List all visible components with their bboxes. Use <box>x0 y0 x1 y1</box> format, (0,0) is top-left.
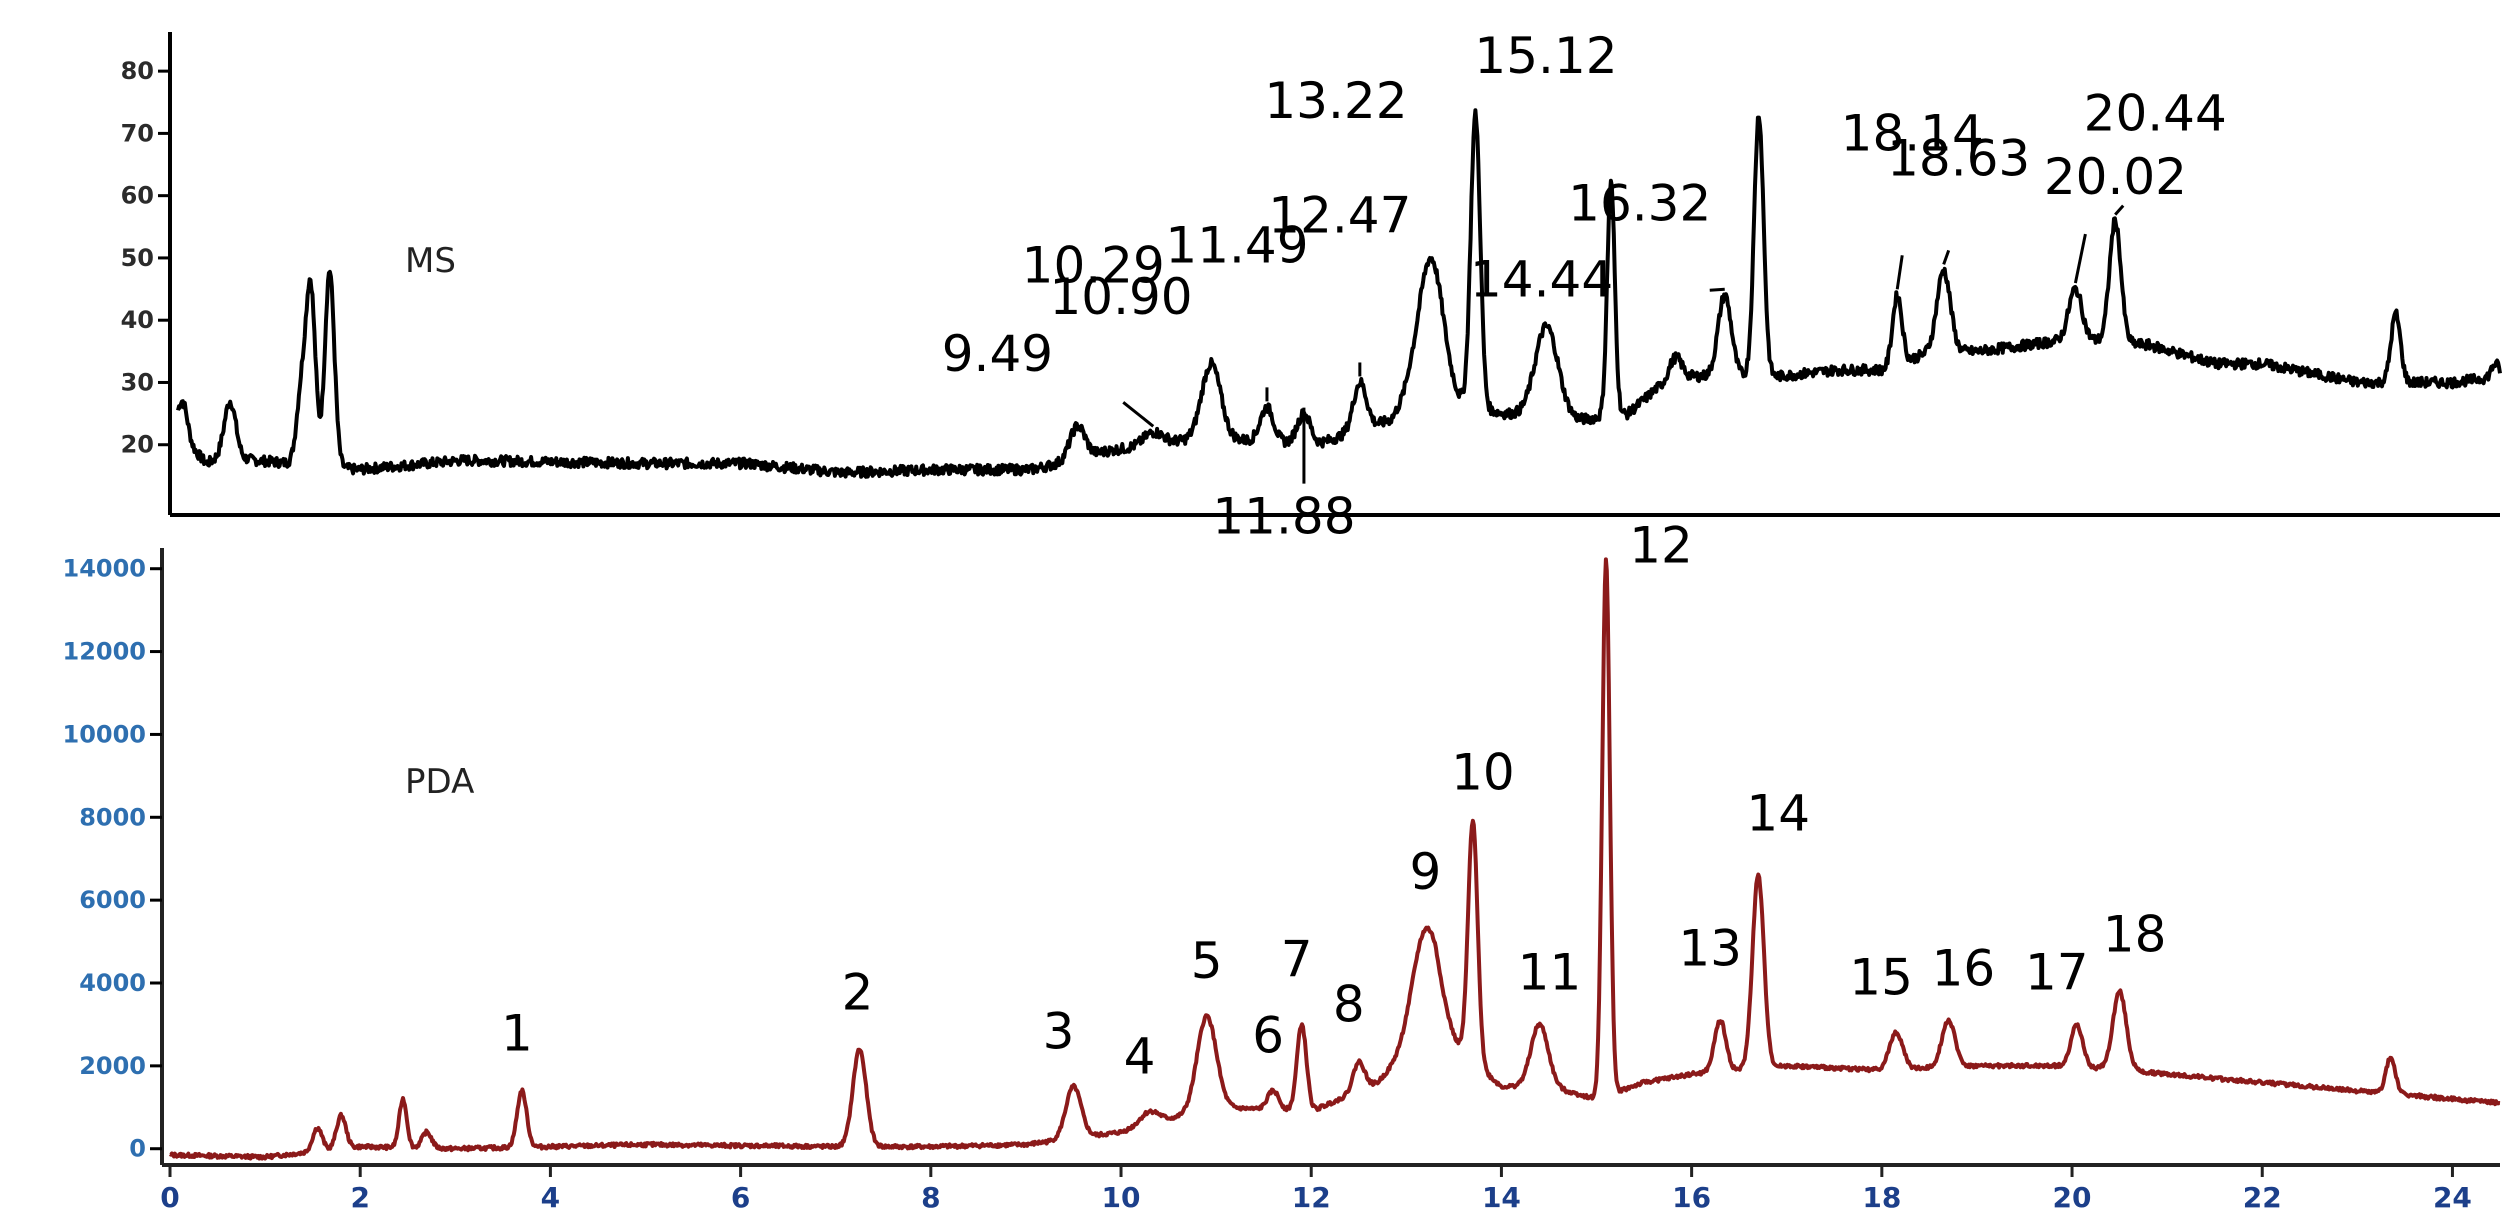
pda-ytick-label: 10000 <box>63 720 147 748</box>
ms-peak-label: 15.12 <box>1474 27 1617 85</box>
pda-peak-label: 9 <box>1409 843 1441 901</box>
ms-leader-line <box>1942 249 1951 265</box>
pda-peak-label: 17 <box>2025 943 2089 1001</box>
pda-xtick-label: 2 <box>350 1181 369 1214</box>
pda-xtick-label: 16 <box>1672 1181 1711 1214</box>
pda-ytick-label: 8000 <box>79 803 146 831</box>
pda-ytick-label: 14000 <box>63 555 147 583</box>
pda-peak-label: 2 <box>842 963 874 1021</box>
pda-peak-label: 3 <box>1043 1003 1075 1061</box>
pda-xtick-label: 6 <box>731 1181 750 1214</box>
ms-ytick-label: 50 <box>121 244 154 272</box>
pda-peak-label: 1 <box>501 1005 533 1063</box>
ms-peak-label: 12.47 <box>1268 186 1411 244</box>
pda-xtick-label: 24 <box>2433 1181 2472 1214</box>
pda-peak-label: 5 <box>1191 932 1223 990</box>
pda-series-line <box>168 557 2501 1161</box>
ms-ytick-label: 40 <box>121 306 154 334</box>
pda-peak-label: 4 <box>1124 1027 1156 1085</box>
pda-ytick-label: 0 <box>129 1135 146 1163</box>
pda-xtick-label: 22 <box>2243 1181 2282 1214</box>
pda-ytick-label: 12000 <box>63 638 147 666</box>
pda-peak-label: 16 <box>1932 939 1996 997</box>
pda-peak-label: 12 <box>1629 516 1693 574</box>
pda-xtick-label: 18 <box>1862 1181 1901 1214</box>
pda-peak-label: 11 <box>1518 943 1582 1001</box>
pda-xtick-label: 10 <box>1102 1181 1141 1214</box>
pda-ytick-label: 4000 <box>79 969 146 997</box>
ms-panel-label: MS <box>405 241 456 281</box>
pda-peak-label: 13 <box>1678 919 1742 977</box>
ms-peak-label: 14.44 <box>1470 250 1613 308</box>
pda-peak-label: 15 <box>1849 949 1913 1007</box>
pda-peak-label: 6 <box>1252 1007 1284 1065</box>
pda-ytick-label: 6000 <box>79 886 146 914</box>
ms-ytick-label: 30 <box>121 368 154 396</box>
pda-xtick-label: 12 <box>1292 1181 1331 1214</box>
ms-peak-label: 18.14 <box>1841 104 1984 162</box>
ms-peak-label: 20.02 <box>2044 148 2187 206</box>
pda-panel-label: PDA <box>405 762 474 802</box>
ms-ytick-label: 20 <box>121 431 154 459</box>
ms-peak-label: 18.63 <box>1887 129 2030 187</box>
pda-xtick-label: 0 <box>160 1181 179 1214</box>
ms-peak-label: 20.44 <box>2084 85 2227 143</box>
ms-series-line <box>176 108 2502 479</box>
ms-leader-line <box>2073 233 2087 284</box>
ms-leader-line <box>2114 204 2125 216</box>
ms-leader-line <box>1895 255 1904 290</box>
ms-peak-label: 11.49 <box>1165 216 1308 274</box>
ms-leader-line <box>1122 401 1155 428</box>
pda-xtick-label: 20 <box>2053 1181 2092 1214</box>
ms-leader-line <box>1709 287 1725 292</box>
pda-xtick-label: 8 <box>921 1181 940 1214</box>
ms-peak-label: 16.32 <box>1568 174 1711 232</box>
ms-peak-label: 13.22 <box>1264 72 1407 130</box>
pda-peak-label: 10 <box>1451 743 1515 801</box>
ms-peak-label: 9.49 <box>942 325 1053 383</box>
pda-xtick-label: 14 <box>1482 1181 1521 1214</box>
pda-ytick-label: 2000 <box>79 1052 146 1080</box>
pda-xtick-label: 4 <box>541 1181 560 1214</box>
ms-peak-label: 10.90 <box>1049 268 1192 326</box>
ms-peak-label: 11.88 <box>1212 488 1355 546</box>
pda-peak-label: 18 <box>2103 905 2167 963</box>
pda-peak-label: 14 <box>1746 784 1810 842</box>
ms-peak-label: 10.29 <box>1022 236 1165 294</box>
ms-ytick-label: 70 <box>121 119 154 147</box>
pda-peak-label: 8 <box>1333 976 1365 1034</box>
ms-ytick-label: 60 <box>121 182 154 210</box>
ms-ytick-label: 80 <box>121 57 154 85</box>
pda-peak-label: 7 <box>1281 930 1313 988</box>
